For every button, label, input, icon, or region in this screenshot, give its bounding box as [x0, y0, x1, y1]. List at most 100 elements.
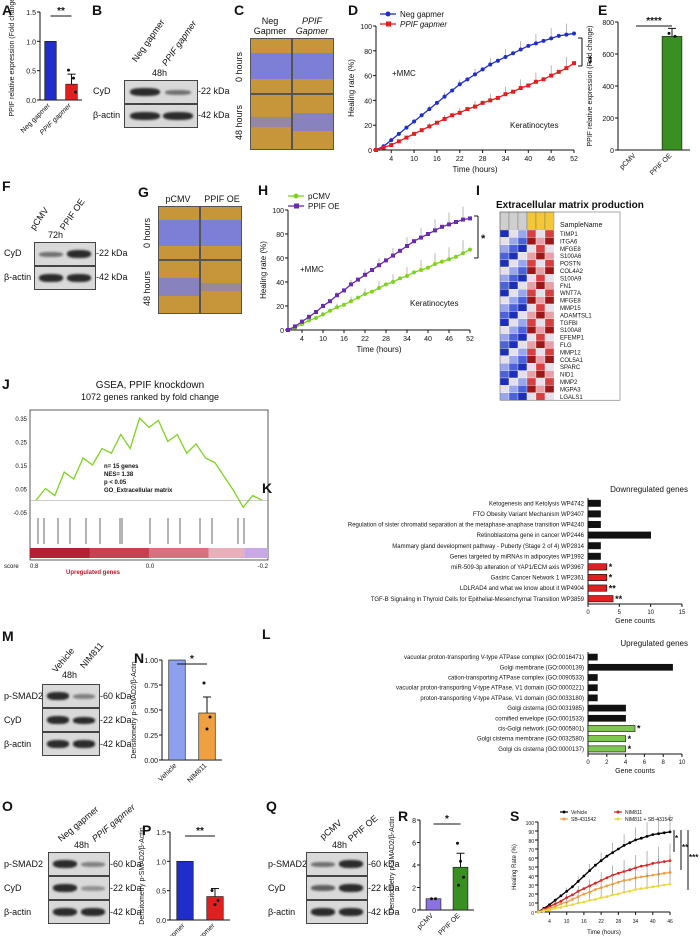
blot-row-label: p-SMAD2	[4, 691, 44, 701]
panel-label-n: N	[134, 650, 145, 666]
blot-time: 48h	[152, 68, 168, 78]
heatmap-row-label: MMP12	[560, 350, 581, 356]
score-label: score	[4, 564, 19, 570]
data-point	[342, 302, 346, 307]
data-point	[571, 885, 574, 889]
heatmap-cell	[535, 392, 546, 401]
heatmap-cell	[544, 370, 555, 379]
category-label: LDLRAD4 and what we know about it WP4904	[460, 586, 585, 592]
x-tick-label: NIM811	[186, 762, 208, 784]
panel-label-f: F	[2, 178, 11, 194]
y-tick-label: 0	[610, 148, 614, 155]
heatmap-cell	[535, 281, 546, 290]
data-point	[454, 220, 458, 224]
heatmap-cell	[526, 259, 537, 268]
data-point	[389, 138, 394, 143]
heatmap-row-label: TIMP1	[560, 232, 578, 238]
category-label: cis-Golgi network (GO:0005801)	[498, 727, 584, 733]
ranked-list-bar	[244, 548, 268, 558]
annotation: Keratinocytes	[510, 121, 558, 130]
data-point	[462, 875, 465, 879]
blot-row-label: β-actin	[4, 272, 32, 282]
blot-row-label: CyD	[268, 883, 286, 893]
panel-label-m: M	[2, 628, 14, 644]
heatmap-cell	[526, 326, 537, 334]
legend-label: Vehicle	[571, 810, 587, 816]
legend-marker	[616, 817, 620, 821]
data-point	[404, 125, 409, 130]
data-point	[541, 38, 546, 43]
data-point	[559, 902, 563, 906]
micro-row-label: 48 hours	[234, 104, 244, 140]
data-point	[384, 258, 388, 263]
gsea-stat: NES= 1.38	[104, 472, 134, 478]
data-point	[456, 841, 459, 845]
y-tick-label: 1.0	[26, 39, 36, 46]
x-tick-label: 28	[382, 336, 390, 343]
y-tick-label: 0.05	[15, 488, 27, 494]
category-label: Mammary gland development pathway - Pube…	[392, 544, 584, 550]
heatmap-row-label: COL4A2	[560, 269, 584, 275]
significance-marker: **	[582, 56, 593, 64]
heatmap-cell	[499, 281, 510, 290]
data-point	[576, 889, 580, 893]
heatmap-cell	[535, 244, 546, 253]
heatmap-cell	[499, 289, 510, 297]
data-point	[434, 120, 439, 125]
heatmap-cell	[517, 333, 528, 342]
blot-row-label: CyD	[93, 86, 111, 96]
heatmap-cell	[526, 244, 537, 253]
data-point	[389, 143, 394, 148]
heatmap-cell	[517, 229, 528, 238]
heatmap-cell	[544, 281, 555, 290]
data-point	[307, 314, 311, 319]
data-point	[593, 898, 597, 901]
heatmap-cell	[508, 266, 519, 275]
heatmap-cell	[544, 229, 555, 238]
data-point	[356, 277, 360, 282]
data-point	[213, 903, 217, 907]
significance-marker: **	[57, 6, 65, 17]
heatmap-cell	[517, 311, 528, 319]
kda-label: -22 kDa	[96, 248, 128, 258]
data-point	[565, 904, 569, 908]
heatmap-cell	[508, 370, 519, 379]
ranked-list-bar	[30, 548, 90, 558]
heatmap-row-label: S100A8	[560, 328, 582, 334]
data-point	[541, 77, 546, 82]
heatmap-cell	[508, 252, 519, 260]
heatmap-cell	[517, 259, 528, 268]
data-point	[384, 282, 388, 287]
western-blot-cyd	[48, 876, 110, 900]
panel-label-p: P	[142, 822, 152, 838]
heatmap-header-cell	[517, 211, 528, 231]
x-tick-label: pCMV	[619, 152, 638, 171]
data-point	[430, 897, 433, 901]
score-label: -0.2	[258, 564, 269, 570]
data-point	[651, 885, 655, 889]
blot-time: 72h	[48, 230, 64, 240]
significance-marker: *	[190, 654, 194, 665]
annotation: +MMC	[300, 265, 324, 274]
data-point	[565, 896, 569, 899]
bar	[661, 36, 683, 151]
panel-label-s: S	[510, 808, 520, 824]
gsea-frame	[29, 409, 269, 561]
legend-marker	[616, 810, 620, 814]
x-tick-label: PPIF OE	[649, 152, 674, 177]
data-point	[465, 77, 470, 82]
data-point	[662, 871, 666, 875]
data-point	[442, 117, 447, 121]
heatmap-cell	[517, 237, 528, 245]
heatmap-cell	[517, 370, 528, 379]
wound-image	[158, 260, 200, 314]
x-tick-label: 10	[564, 919, 570, 925]
x-tick-label: 22	[456, 156, 464, 163]
legend-marker	[294, 203, 299, 209]
data-point	[314, 310, 318, 314]
western-blot-psmad2	[42, 684, 100, 708]
data-point	[459, 859, 462, 863]
y-tick-label: 60	[364, 74, 372, 81]
heatmap-row-label: ADAMTSL1	[560, 313, 592, 319]
panel-label-q: Q	[266, 798, 277, 814]
